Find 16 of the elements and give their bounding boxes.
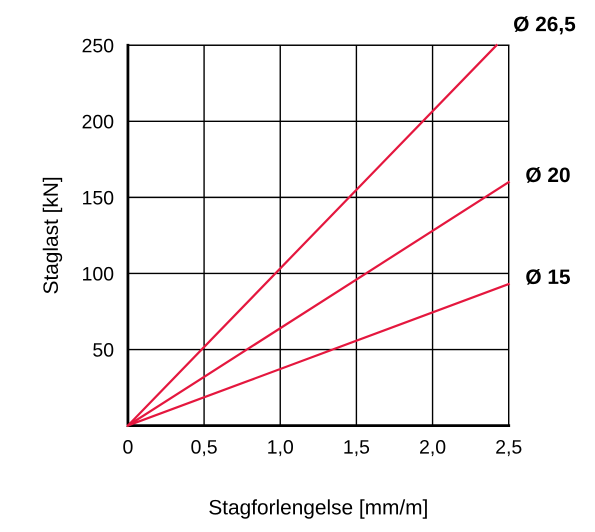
y-tick-label: 50 [93,342,114,357]
x-tick-label: 1,0 [268,440,293,456]
x-tick-label: 1,5 [344,440,370,456]
x-tick-label: 2,0 [420,440,446,456]
y-tick-label: 100 [83,266,114,281]
series-label: Ø 20 [526,167,570,183]
y-axis-title: Staglast [kN] [42,178,62,294]
x-axis-title: Stagforlengelse [mm/m] [209,499,427,519]
y-tick-label: 150 [83,190,114,205]
x-tick-label: 0 [123,440,133,454]
x-tick-label: 2,5 [496,440,522,456]
series-label: Ø 15 [526,268,570,285]
series-label: Ø 26,5 [514,16,576,34]
y-tick-label: 200 [82,114,114,129]
x-tick-label: 0,5 [191,440,217,456]
y-tick-label: 250 [82,38,114,52]
